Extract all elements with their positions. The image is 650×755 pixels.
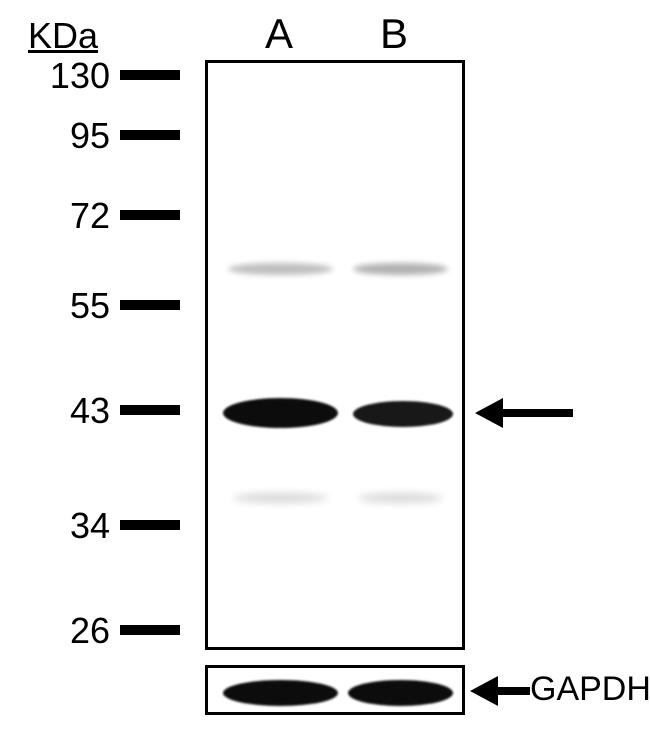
marker-label: 95 <box>40 115 110 157</box>
blot-band <box>353 401 453 427</box>
arrow-head-icon <box>475 398 503 428</box>
blot-band <box>223 398 338 428</box>
marker-label: 43 <box>40 390 110 432</box>
gapdh-blot-membrane <box>205 665 465 715</box>
marker-tick <box>120 210 180 220</box>
marker-label: 130 <box>40 55 110 97</box>
marker-label: 55 <box>40 285 110 327</box>
marker-tick <box>120 520 180 530</box>
marker-label: 34 <box>40 505 110 547</box>
marker-tick <box>120 300 180 310</box>
lane-label-a: A <box>265 10 293 58</box>
gapdh-text-label: GAPDH <box>530 670 650 709</box>
marker-tick <box>120 70 180 80</box>
marker-label: 26 <box>40 610 110 652</box>
kda-header-label: KDa <box>28 15 98 57</box>
marker-tick <box>120 130 180 140</box>
blot-band <box>228 263 333 275</box>
blot-band <box>233 493 328 503</box>
marker-label: 72 <box>40 195 110 237</box>
gapdh-band <box>348 680 453 706</box>
western-blot-figure: KDa A B 130 95 72 55 43 34 26 <box>0 0 650 755</box>
blot-band <box>358 493 443 503</box>
target-band-arrow <box>475 398 575 428</box>
main-blot-membrane <box>205 60 465 650</box>
arrow-head-icon <box>470 676 498 706</box>
marker-tick <box>120 405 180 415</box>
gapdh-band <box>223 680 338 706</box>
marker-tick <box>120 625 180 635</box>
arrow-line <box>498 687 530 695</box>
blot-band <box>353 263 448 275</box>
arrow-line <box>503 409 573 417</box>
lane-label-b: B <box>380 10 408 58</box>
